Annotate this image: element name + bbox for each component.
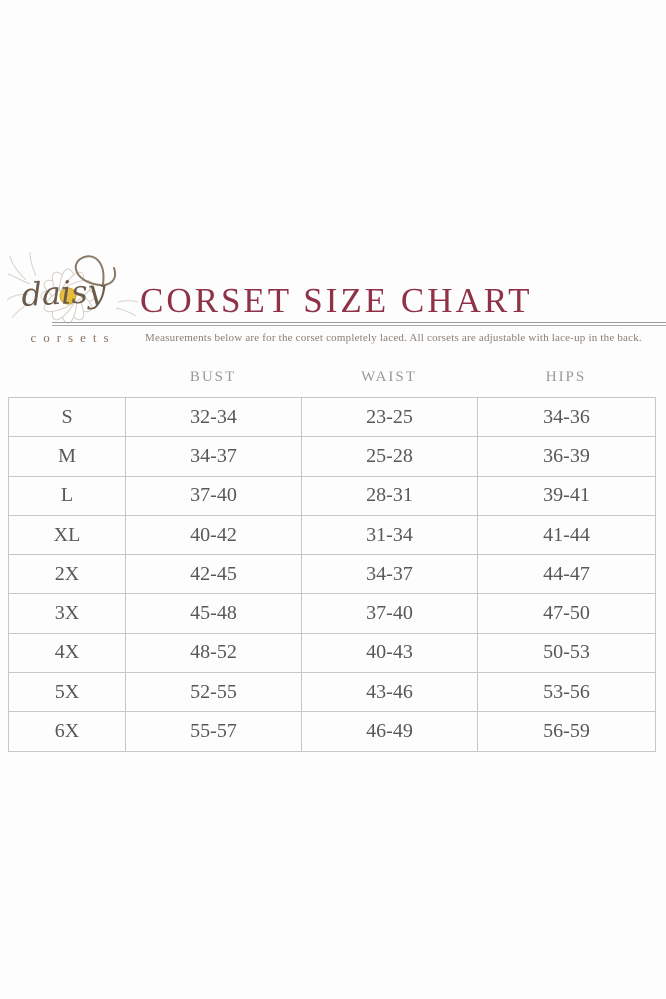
- header-divider-line: [52, 322, 666, 326]
- table-row: 3X 45-48 37-40 47-50: [8, 593, 656, 634]
- column-header-size: [8, 369, 125, 386]
- bust-cell: 45-48: [125, 593, 302, 634]
- bust-cell: 32-34: [125, 396, 302, 438]
- hips-cell: 47-50: [477, 593, 656, 634]
- bust-cell: 37-40: [125, 475, 302, 516]
- logo-script-text: daisy: [20, 272, 107, 314]
- waist-cell: 23-25: [301, 396, 478, 438]
- size-cell: 3X: [8, 593, 126, 634]
- size-cell: 6X: [8, 711, 126, 752]
- bust-cell: 34-37: [125, 436, 302, 477]
- waist-cell: 25-28: [301, 436, 478, 477]
- table-row: L 37-40 28-31 39-41: [8, 475, 656, 516]
- hips-cell: 39-41: [477, 475, 656, 516]
- hips-cell: 41-44: [477, 514, 656, 556]
- column-header-bust: BUST: [189, 369, 237, 385]
- size-cell: M: [8, 436, 126, 477]
- waist-cell: 46-49: [301, 711, 478, 752]
- bust-cell: 52-55: [125, 672, 302, 713]
- size-cell: L: [8, 475, 126, 516]
- waist-cell: 40-43: [301, 632, 478, 674]
- table-row: XL 40-42 31-34 41-44: [8, 514, 656, 556]
- daisy-corsets-logo: daisy corsets: [6, 250, 140, 350]
- waist-cell: 37-40: [301, 593, 478, 634]
- size-cell: 2X: [8, 554, 126, 595]
- table-row: 4X 48-52 40-43 50-53: [8, 632, 656, 674]
- hips-cell: 53-56: [477, 672, 656, 713]
- hips-cell: 50-53: [477, 632, 656, 674]
- column-header-row: BUST WAIST HIPS: [8, 369, 655, 386]
- table-row: 2X 42-45 34-37 44-47: [8, 554, 656, 595]
- daisy-flower-icon: daisy: [6, 251, 139, 324]
- table-row: 6X 55-57 46-49 56-59: [8, 711, 656, 752]
- hips-cell: 34-36: [477, 396, 656, 438]
- size-cell: XL: [8, 514, 126, 556]
- page-title: CORSET SIZE CHART: [140, 281, 533, 320]
- size-cell: S: [8, 396, 126, 438]
- bust-cell: 55-57: [125, 711, 302, 752]
- table-row: 5X 52-55 43-46 53-56: [8, 672, 656, 713]
- table-row: M 34-37 25-28 36-39: [8, 436, 656, 477]
- column-header-hips: HIPS: [545, 369, 587, 385]
- waist-cell: 43-46: [301, 672, 478, 713]
- hips-cell: 44-47: [477, 554, 656, 595]
- measurement-note: Measurements below are for the corset co…: [145, 332, 642, 344]
- size-cell: 5X: [8, 672, 126, 713]
- hips-cell: 36-39: [477, 436, 656, 477]
- logo-wordmark: corsets: [30, 330, 116, 345]
- column-header-waist: WAIST: [361, 369, 417, 385]
- size-cell: 4X: [8, 632, 126, 674]
- hips-cell: 56-59: [477, 711, 656, 752]
- bust-cell: 42-45: [125, 554, 302, 595]
- waist-cell: 34-37: [301, 554, 478, 595]
- bust-cell: 40-42: [125, 514, 302, 556]
- waist-cell: 31-34: [301, 514, 478, 556]
- waist-cell: 28-31: [301, 475, 478, 516]
- bust-cell: 48-52: [125, 632, 302, 674]
- size-chart-table: S 32-34 23-25 34-36 M 34-37 25-28 36-39 …: [8, 396, 656, 752]
- table-row: S 32-34 23-25 34-36: [8, 396, 656, 438]
